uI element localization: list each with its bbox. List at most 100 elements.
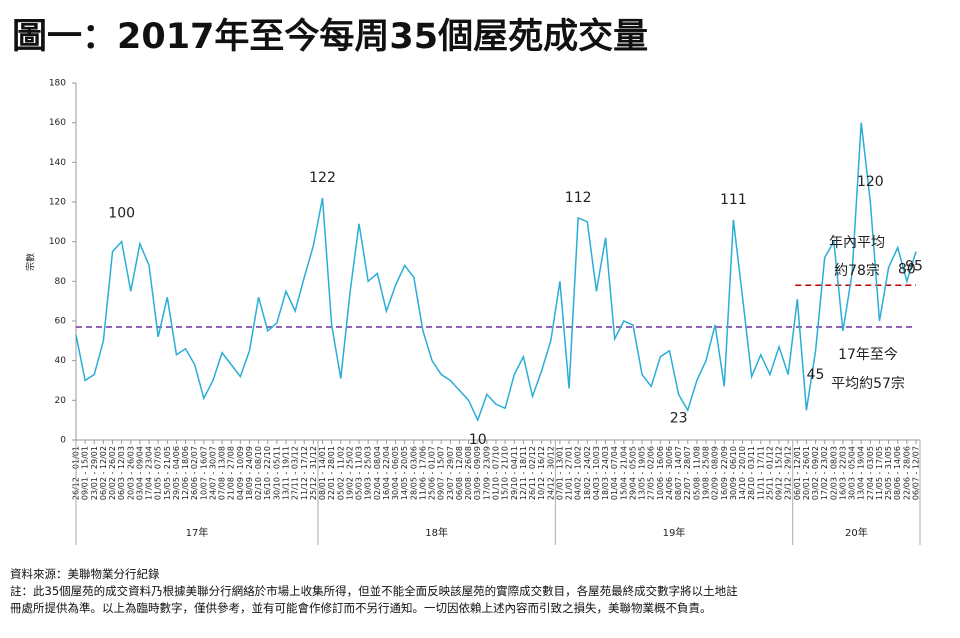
chart-title: 圖一：2017年至今每周35個屋苑成交量 <box>12 17 649 57</box>
data-label: 95 <box>905 259 923 275</box>
data-label: 80 <box>898 261 916 277</box>
x-tick-label: 23/12 - 29/12 <box>784 446 793 500</box>
y-tick-label: 0 <box>60 436 66 446</box>
x-tick-label: 28/05 - 03/06 <box>409 446 418 500</box>
group-label: 19年 <box>663 526 686 539</box>
x-tick-label: 01/04 - 07/04 <box>610 446 619 500</box>
x-tick-label: 19/02 - 25/02 <box>345 446 354 500</box>
x-tick-label: 18/09 - 24/09 <box>245 446 254 500</box>
x-tick-label: 03/04 - 09/04 <box>135 446 144 500</box>
x-tick-label: 19/08 - 25/08 <box>702 446 711 500</box>
x-tick-label: 13/04 - 19/04 <box>857 446 866 500</box>
x-tick-label: 02/04 - 08/04 <box>373 446 382 500</box>
disclaimer-note: 冊處所提供為準。以上為臨時數字，僅供參考，並有可能會作修訂而不另行通知。一切因依… <box>10 601 712 615</box>
x-tick-label: 17/04 - 23/04 <box>145 446 154 500</box>
x-tick-label: 30/03 - 05/04 <box>848 446 857 500</box>
x-tick-label: 27/04 - 03/05 <box>866 446 875 500</box>
data-label: 10 <box>469 432 487 448</box>
x-tick-label: 15/04 - 21/04 <box>619 446 628 500</box>
data-label: 45 <box>807 367 825 383</box>
x-tick-label: 10/06 - 16/06 <box>656 446 665 500</box>
group-label: 20年 <box>845 526 868 539</box>
x-tick-label: 06/02 - 12/02 <box>99 446 108 500</box>
y-tick-label: 20 <box>55 396 67 406</box>
reference-label: 平均約57宗 <box>831 376 905 392</box>
y-tick-label: 120 <box>49 198 66 208</box>
x-tick-label: 18/02 - 24/02 <box>583 446 592 500</box>
reference-label: 年內平均 <box>829 235 885 251</box>
x-tick-label: 19/03 - 25/03 <box>364 446 373 500</box>
x-tick-label: 05/03 - 11/03 <box>355 446 364 500</box>
x-tick-label: 05/08 - 11/08 <box>692 446 701 500</box>
y-axis-label: 宗數 <box>25 253 37 271</box>
x-tick-label: 15/05 - 21/05 <box>163 446 172 500</box>
x-tick-label: 12/11 - 18/11 <box>519 446 528 500</box>
x-tick-label: 06/08 - 12/08 <box>455 446 464 500</box>
x-tick-label: 09/07 - 15/07 <box>437 446 446 500</box>
x-tick-label: 16/09 - 22/09 <box>720 446 729 500</box>
x-tick-label: 01/10 - 07/10 <box>492 446 501 500</box>
x-tick-label: 11/05 - 17/05 <box>875 446 884 500</box>
x-tick-label: 10/07 - 16/07 <box>199 446 208 500</box>
x-tick-label: 18/03 - 24/03 <box>601 446 610 500</box>
y-tick-label: 40 <box>55 356 67 366</box>
group-label: 18年 <box>425 526 448 539</box>
x-tick-label: 29/05 - 04/06 <box>172 446 181 500</box>
x-tick-label: 05/02 - 11/02 <box>336 446 345 500</box>
x-tick-label: 13/05 - 19/05 <box>638 446 647 500</box>
x-tick-label: 22/01 - 28/01 <box>327 446 336 500</box>
x-tick-label: 13/11 - 19/11 <box>282 446 291 500</box>
x-tick-label: 20/03 - 26/03 <box>126 446 135 500</box>
x-tick-label: 02/03 - 08/03 <box>829 446 838 500</box>
x-tick-label: 23/07 - 29/07 <box>446 446 455 500</box>
y-tick-label: 80 <box>55 277 67 287</box>
x-tick-label: 25/05 - 31/05 <box>884 446 893 500</box>
x-tick-label: 24/06 - 30/06 <box>665 446 674 500</box>
x-tick-label: 06/03 - 12/03 <box>117 446 126 500</box>
x-tick-label: 25/06 - 01/07 <box>428 446 437 500</box>
x-tick-label: 23/01 - 29/01 <box>90 446 99 500</box>
x-tick-label: 25/11 - 01/12 <box>765 446 774 500</box>
x-tick-label: 25/12 - 31/12 <box>309 446 318 500</box>
x-tick-label: 01/05 - 07/05 <box>154 446 163 500</box>
data-label: 112 <box>565 190 592 206</box>
x-tick-label: 12/06 - 18/06 <box>181 446 190 500</box>
x-tick-label: 30/10 - 05/11 <box>272 446 281 500</box>
disclaimer-note: 註：此35個屋苑的成交資料乃根據美聯分行網絡於市場上收集所得，但並不能全面反映該… <box>10 584 738 598</box>
x-tick-label: 02/09 - 08/09 <box>711 446 720 500</box>
x-tick-label: 27/05 - 02/06 <box>647 446 656 500</box>
x-tick-label: 30/04 - 06/05 <box>391 446 400 500</box>
x-tick-label: 11/06 - 17/06 <box>418 446 427 500</box>
source-note: 資料來源：美聯物業分行紀錄 <box>10 567 160 581</box>
x-tick-label: 16/10 - 22/10 <box>263 446 272 500</box>
x-tick-label: 02/10 - 08/10 <box>254 446 263 500</box>
x-tick-label: 03/02 - 09/02 <box>811 446 820 500</box>
x-tick-label: 29/10 - 04/11 <box>510 446 519 500</box>
y-tick-label: 140 <box>49 158 66 168</box>
data-label: 111 <box>720 192 747 208</box>
x-tick-label: 20/02 - 26/02 <box>108 446 117 500</box>
x-tick-label: 06/07 - 12/07 <box>912 446 921 500</box>
x-tick-label: 09/12 - 15/12 <box>775 446 784 500</box>
x-tick-label: 22/07 - 28/07 <box>683 446 692 500</box>
x-tick-label: 08/01 - 14/01 <box>318 446 327 500</box>
x-tick-label: 20/08 - 26/08 <box>464 446 473 500</box>
data-line <box>75 122 917 423</box>
x-tick-label: 06/01 - 12/01 <box>793 446 802 500</box>
x-tick-label: 24/12 - 30/12 <box>546 446 555 500</box>
x-tick-label: 04/03 - 10/03 <box>592 446 601 500</box>
x-tick-label: 03/09 - 09/09 <box>473 446 482 500</box>
x-tick-label: 08/06 - 14/06 <box>893 446 902 500</box>
x-tick-label: 15/10 - 21/10 <box>501 446 510 500</box>
x-tick-label: 24/07 - 30/07 <box>208 446 217 500</box>
x-tick-label: 30/09 - 06/10 <box>729 446 738 500</box>
x-tick-label: 21/01 - 27/01 <box>565 446 574 500</box>
x-tick-label: 09/01 - 15/01 <box>81 446 90 500</box>
x-tick-label: 11/12 - 17/12 <box>300 446 309 500</box>
y-tick-label: 160 <box>49 118 66 128</box>
x-tick-label: 07/01 - 13/01 <box>555 446 564 500</box>
x-tick-label: 14/05 - 20/05 <box>400 446 409 500</box>
data-label: 100 <box>108 206 135 222</box>
